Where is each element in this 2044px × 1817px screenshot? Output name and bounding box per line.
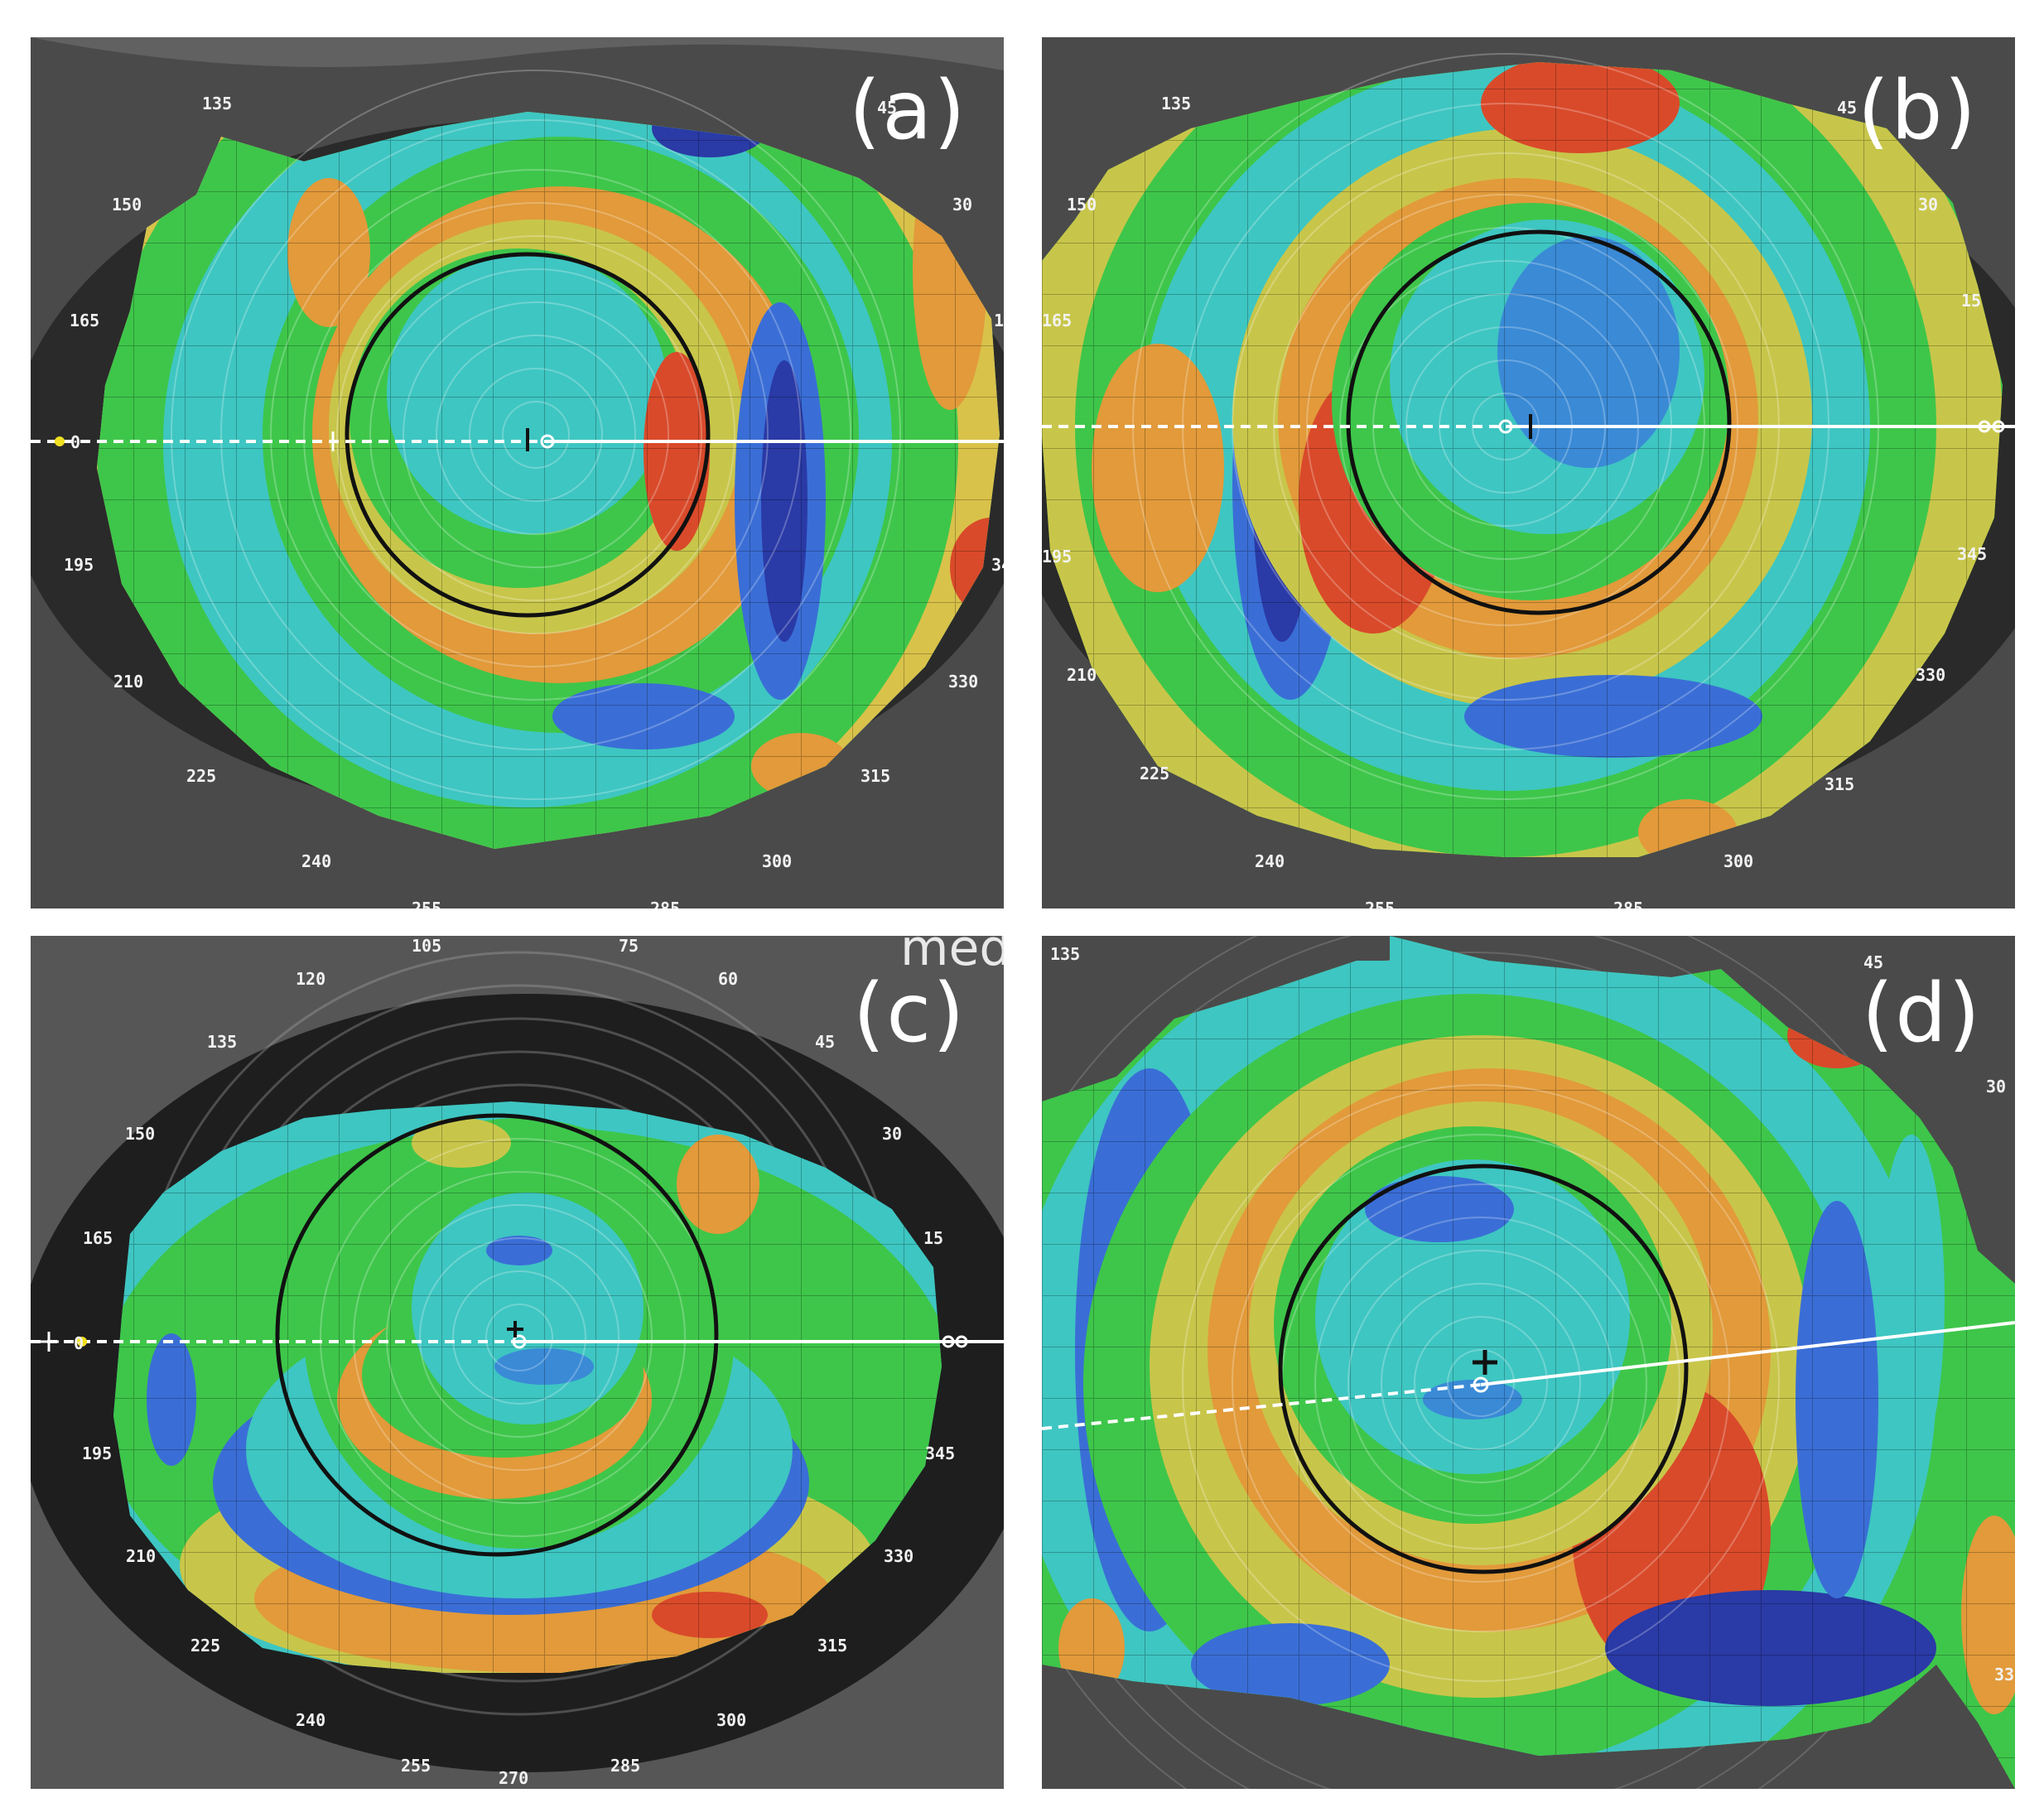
degree-label: 330 [884, 1546, 914, 1566]
pupil-circle [345, 252, 711, 618]
degree-label: 0 [70, 432, 81, 452]
degree-label: 15 [994, 311, 1004, 330]
degree-label: 30 [882, 1124, 903, 1144]
degree-label: 135 [207, 1032, 238, 1052]
degree-label: 210 [1067, 665, 1097, 685]
degree-label: 345 [1957, 544, 1988, 564]
topography-panel-a: 135 45 150 30 165 15 0 195 345 210 330 2… [31, 37, 1004, 908]
degree-label: 45 [1837, 98, 1858, 118]
degree-label: 195 [82, 1443, 113, 1463]
topography-panel-d: 135 45 30 33 (d) [1042, 936, 2015, 1789]
degree-label: 300 [762, 851, 793, 871]
degree-label: 135 [1161, 94, 1192, 113]
degree-label: 165 [70, 311, 100, 330]
degree-label: 315 [817, 1636, 848, 1656]
degree-label: 315 [1825, 774, 1855, 794]
panel-label: (d) [1862, 966, 1982, 1061]
panel-label: (c) [853, 966, 967, 1061]
pupil-circle [1278, 1164, 1689, 1574]
degree-label: 195 [1042, 547, 1073, 566]
degree-label: 120 [296, 969, 326, 989]
degree-label: 150 [112, 195, 142, 214]
degree-label: 240 [1255, 851, 1285, 871]
degree-label: 300 [716, 1710, 747, 1730]
topography-panel-c: 105 75 120 60 135 45 150 30 165 15 0 195… [31, 936, 1004, 1789]
degree-label: 135 [202, 94, 233, 113]
degree-label: 240 [296, 1710, 326, 1730]
degree-label: 225 [1140, 764, 1170, 783]
degree-label: 345 [925, 1443, 956, 1463]
degree-label: 330 [1916, 665, 1946, 685]
topography-map-a [31, 37, 1004, 908]
degree-label: 225 [190, 1636, 221, 1656]
degree-label: 105 [412, 936, 442, 956]
degree-label: 255 [401, 1756, 431, 1776]
degree-label: 195 [64, 555, 94, 575]
degree-label: 300 [1723, 851, 1754, 871]
degree-label: 285 [1613, 899, 1644, 908]
degree-label: 255 [412, 899, 442, 908]
degree-label: 135 [1050, 944, 1081, 964]
topography-map-b [1042, 37, 2015, 908]
degree-label: 165 [83, 1228, 113, 1248]
degree-label: 30 [1918, 195, 1939, 214]
degree-label: 270 [499, 1768, 529, 1788]
degree-label: 0 [74, 1333, 84, 1353]
topography-panel-b: 135 45 150 30 165 15 195 345 210 330 225… [1042, 37, 2015, 908]
degree-label: 285 [610, 1756, 641, 1776]
degree-label: 165 [1042, 311, 1073, 330]
degree-label: 210 [126, 1546, 157, 1566]
degree-label: 345 [991, 555, 1004, 575]
degree-label: 45 [1863, 952, 1884, 972]
pupil-circle [275, 1113, 719, 1557]
degree-label: 225 [186, 766, 217, 786]
topography-map-d [1042, 936, 2015, 1789]
degree-label: 150 [125, 1124, 156, 1144]
degree-label: 285 [650, 899, 681, 908]
panel-label: (a) [849, 64, 967, 158]
degree-label: 15 [1961, 291, 1982, 311]
degree-label: 15 [923, 1228, 944, 1248]
degree-label: 30 [952, 195, 973, 214]
degree-label: 45 [815, 1032, 836, 1052]
degree-label: 210 [113, 672, 144, 692]
degree-label: 330 [948, 672, 979, 692]
degree-label: 30 [1986, 1077, 2007, 1096]
pupil-circle [1346, 229, 1732, 615]
degree-label: 150 [1067, 195, 1097, 214]
topography-map-c [31, 936, 1004, 1789]
corner-text: med [900, 936, 1004, 977]
panel-label: (b) [1858, 64, 1978, 158]
degree-label: 315 [861, 766, 891, 786]
degree-label: 240 [301, 851, 332, 871]
degree-label: 255 [1365, 899, 1396, 908]
degree-label: 60 [718, 969, 739, 989]
degree-label: 33 [1994, 1665, 2015, 1684]
degree-label: 75 [619, 936, 639, 956]
degree-label: 45 [877, 98, 898, 118]
